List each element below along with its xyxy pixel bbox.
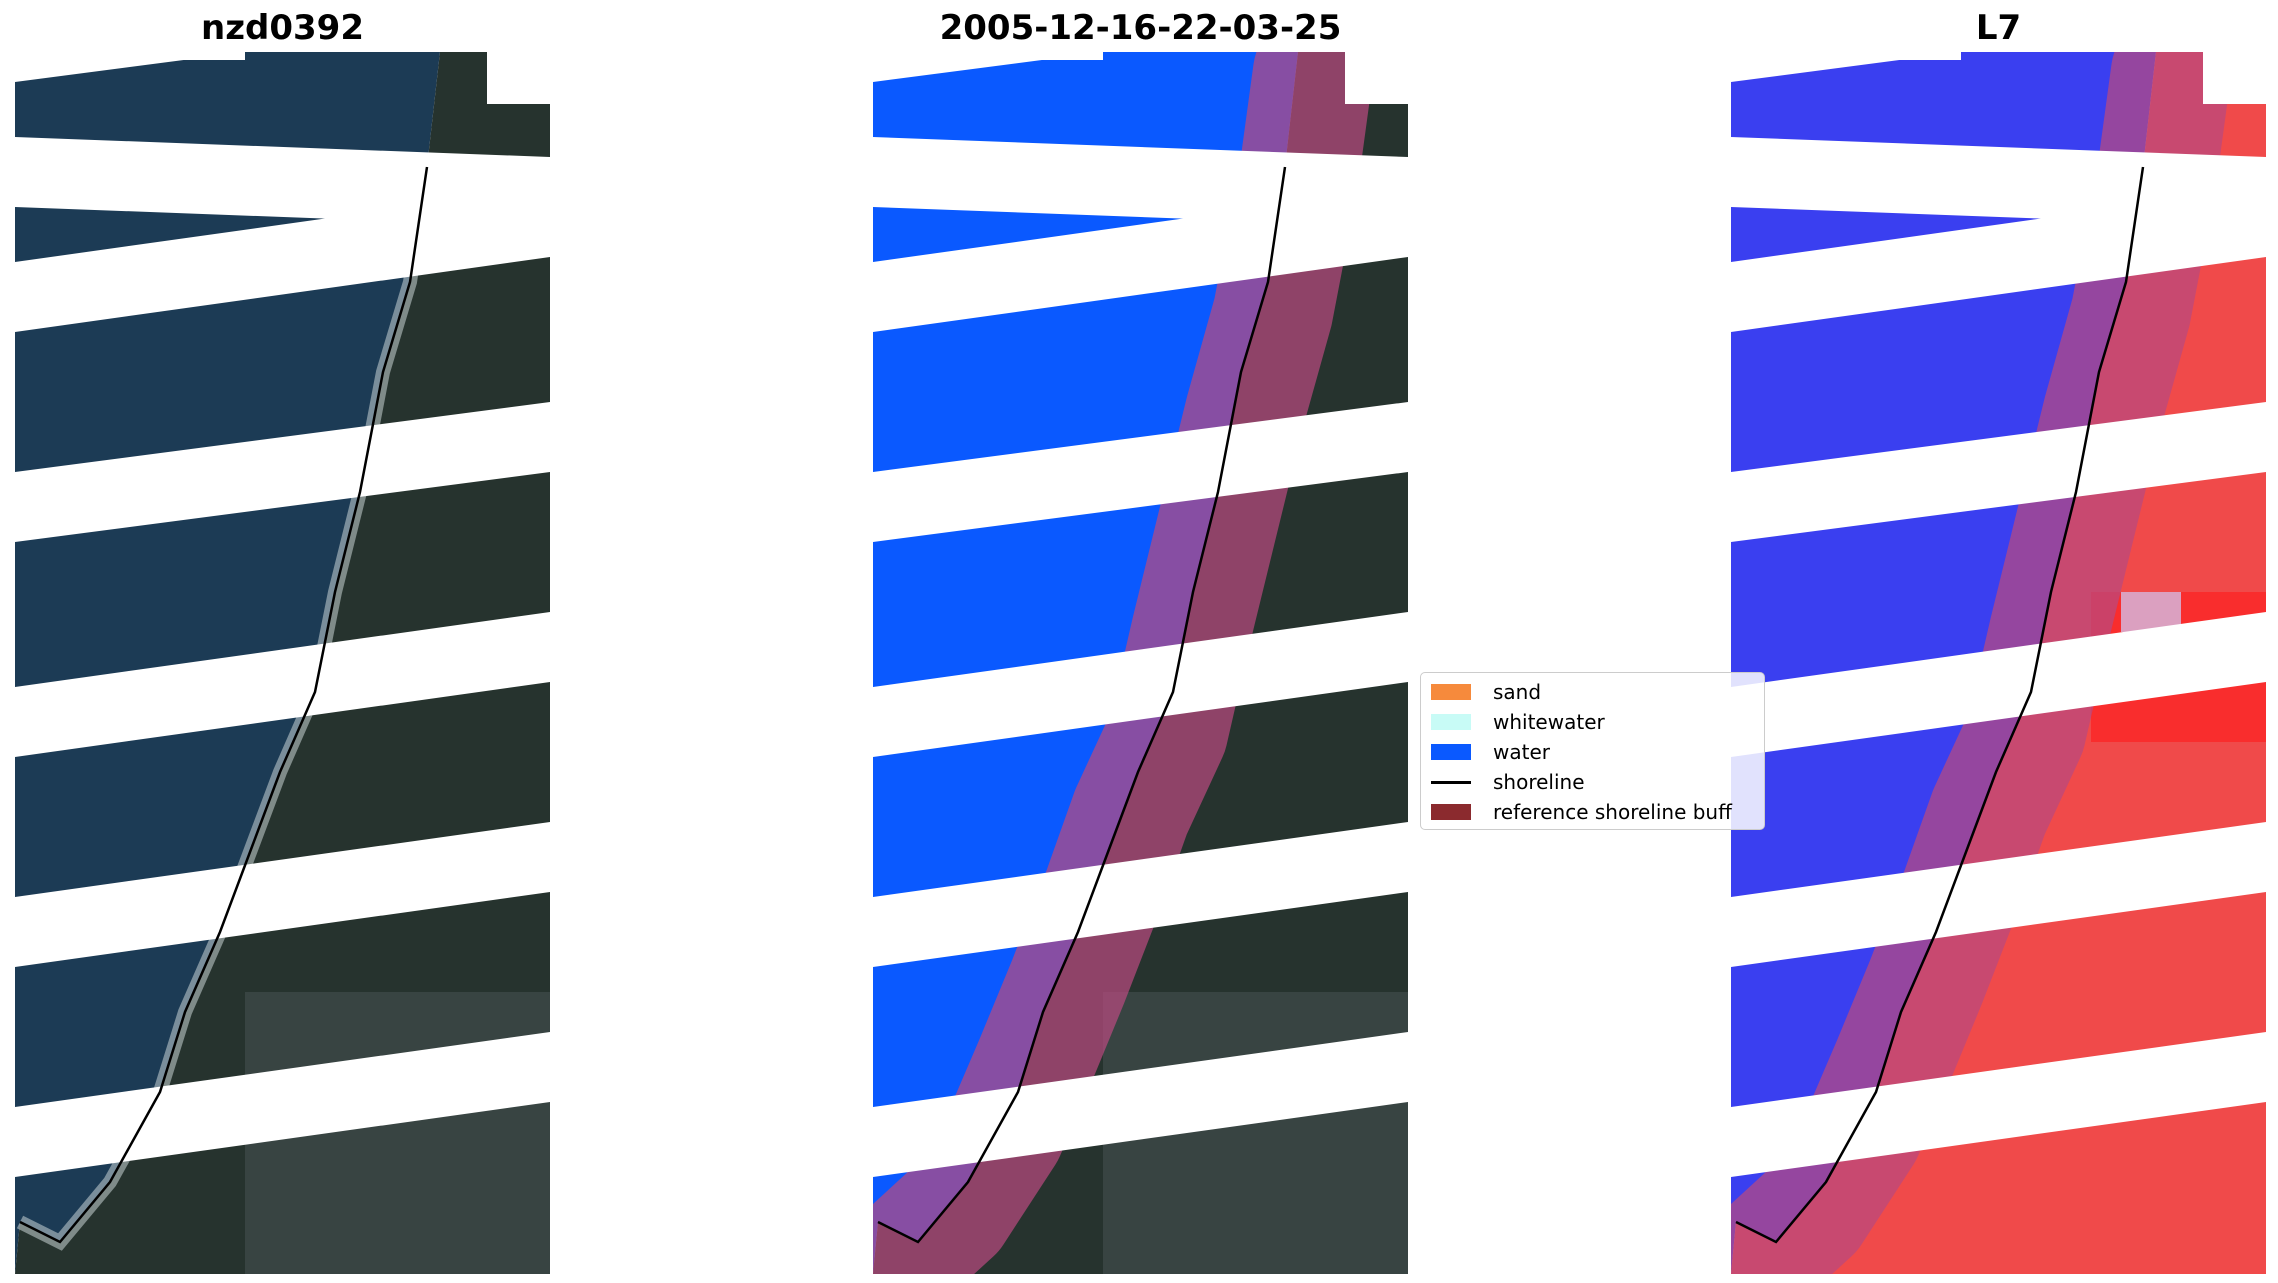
rgb-top-right-blank bbox=[487, 52, 550, 104]
idx-scan-gap-5 bbox=[1731, 822, 2266, 967]
rgb-shoreline bbox=[19, 166, 429, 1244]
panel-title-satellite: L7 bbox=[1975, 8, 2022, 48]
classified-image-panel bbox=[873, 52, 1408, 1274]
rgb-scan-gap-5 bbox=[15, 822, 550, 967]
cls-scan-gap-5 bbox=[873, 822, 1408, 967]
panel-title-date: 2005-12-16-22-03-25 bbox=[939, 8, 1342, 48]
idx-scan-gap-6 bbox=[1731, 1032, 2266, 1177]
rgb-land-area bbox=[15, 52, 550, 1274]
cls-scan-gap-2 bbox=[873, 187, 1408, 332]
index-image-panel bbox=[1731, 52, 2266, 1274]
sand-swatch bbox=[1431, 684, 1471, 700]
cls-top-left-blank bbox=[873, 52, 1103, 60]
idx-scan-gap-4 bbox=[1731, 612, 2266, 757]
shoreline-line-sample bbox=[1431, 780, 1471, 784]
legend-item-sand: sand bbox=[1431, 677, 1541, 707]
legend: sand whitewater water shoreline referenc… bbox=[1420, 672, 1765, 830]
legend-item-water: water bbox=[1431, 737, 1550, 767]
water-swatch bbox=[1431, 744, 1471, 760]
cls-top-right-blank bbox=[1345, 52, 1408, 104]
cls-scan-gap-1 bbox=[873, 137, 1408, 227]
cls-scan-gap-4 bbox=[873, 612, 1408, 757]
buffer-swatch bbox=[1431, 804, 1471, 820]
rgb-scan-gap-6 bbox=[15, 1032, 550, 1177]
idx-shoreline bbox=[1735, 166, 2145, 1244]
legend-item-buffer: reference shoreline buff bbox=[1431, 797, 1732, 827]
legend-label-shoreline: shoreline bbox=[1493, 770, 1585, 794]
legend-label-sand: sand bbox=[1493, 680, 1542, 704]
legend-label-water: water bbox=[1493, 740, 1550, 764]
panel-title-image: nzd0392 bbox=[201, 8, 364, 48]
idx-scan-gap-1 bbox=[1731, 137, 2266, 227]
legend-label-buffer: reference shoreline buff bbox=[1493, 800, 1732, 824]
idx-scan-gap-2 bbox=[1731, 187, 2266, 332]
rgb-image-panel bbox=[15, 52, 550, 1274]
rgb-scan-gap-1 bbox=[15, 137, 550, 227]
cls-shoreline bbox=[877, 166, 1287, 1244]
rgb-scan-gap-2 bbox=[15, 187, 550, 332]
rgb-scan-gap-3 bbox=[15, 402, 550, 542]
legend-item-whitewater: whitewater bbox=[1431, 707, 1605, 737]
idx-scan-gap-3 bbox=[1731, 402, 2266, 542]
whitewater-swatch bbox=[1431, 714, 1471, 730]
rgb-scan-gap-4 bbox=[15, 612, 550, 757]
idx-top-right-blank bbox=[2203, 52, 2266, 104]
cls-scan-gap-6 bbox=[873, 1032, 1408, 1177]
rgb-top-left-blank bbox=[15, 52, 245, 60]
idx-top-left-blank bbox=[1731, 52, 1961, 60]
cls-scan-gap-3 bbox=[873, 402, 1408, 542]
legend-label-whitewater: whitewater bbox=[1493, 710, 1605, 734]
legend-item-shoreline: shoreline bbox=[1431, 767, 1585, 797]
